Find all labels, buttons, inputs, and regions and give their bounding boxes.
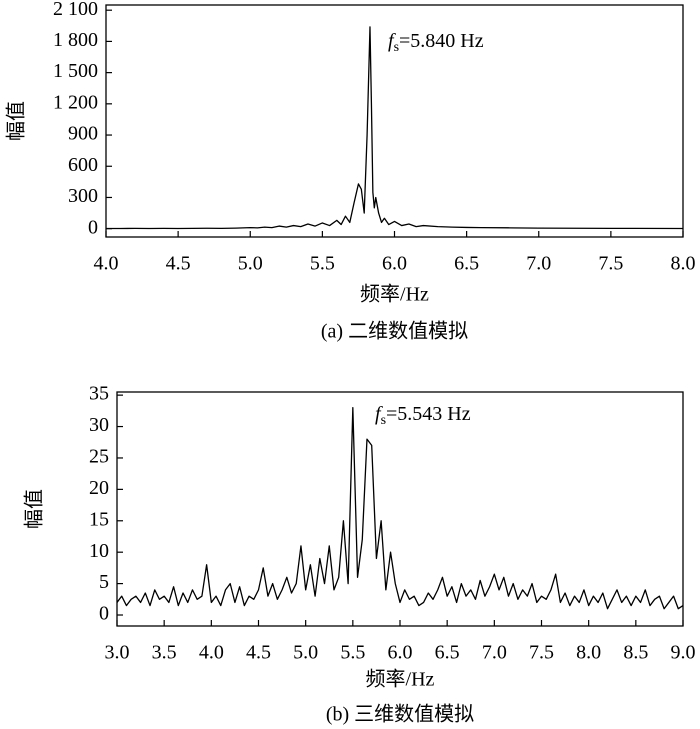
y-tick-label: 900 (68, 123, 98, 145)
annotation-symbol: f (388, 30, 396, 52)
x-tick-label: 6.5 (435, 642, 460, 664)
annotation-subscript: s (381, 413, 386, 428)
x-tick-label: 8.0 (576, 642, 601, 664)
annotation-symbol: f (375, 403, 383, 425)
annotation-subscript: s (394, 40, 399, 55)
x-tick-label: 8.5 (623, 642, 648, 664)
annotation-text: =5.840 Hz (399, 30, 484, 52)
x-tick-label: 3.0 (105, 642, 130, 664)
y-tick-label: 10 (89, 540, 109, 562)
x-tick-label: 4.5 (246, 642, 271, 664)
x-tick-label: 7.0 (526, 253, 551, 275)
annotation: fs=5.840 Hz (388, 30, 484, 56)
caption: (a) 二维数值模拟 (321, 320, 468, 343)
x-axis-label: 频率/Hz (360, 283, 429, 306)
y-tick-label: 0 (88, 216, 98, 238)
x-tick-label: 8.0 (671, 253, 696, 275)
x-tick-label: 5.5 (310, 253, 335, 275)
spectrum-line (116, 407, 684, 610)
x-tick-label: 7.5 (529, 642, 554, 664)
x-axis-label: 频率/Hz (366, 668, 435, 691)
y-tick-label: 25 (89, 446, 109, 468)
y-tick-label: 30 (89, 414, 109, 436)
caption: (b) 三维数值模拟 (326, 703, 474, 726)
y-tick-label: 20 (89, 477, 109, 499)
annotation: fs=5.543 Hz (375, 403, 471, 429)
y-tick-label: 5 (99, 571, 109, 593)
y-tick-label: 1 500 (53, 60, 98, 82)
y-tick-label: 1 200 (53, 91, 98, 113)
y-tick-label: 15 (89, 508, 109, 530)
x-tick-label: 6.0 (382, 253, 407, 275)
x-tick-label: 6.0 (388, 642, 413, 664)
x-tick-label: 9.0 (671, 642, 696, 664)
x-tick-label: 7.0 (482, 642, 507, 664)
x-tick-label: 4.0 (199, 642, 224, 664)
y-tick-label: 0 (99, 603, 109, 625)
x-tick-label: 6.5 (454, 253, 479, 275)
x-tick-label: 5.0 (238, 253, 263, 275)
x-tick-label: 4.0 (94, 253, 119, 275)
y-tick-label: 300 (68, 185, 98, 207)
x-tick-label: 3.5 (152, 642, 177, 664)
y-axis-label: 幅值 (5, 101, 28, 141)
x-tick-label: 7.5 (598, 253, 623, 275)
x-tick-label: 5.0 (293, 642, 318, 664)
y-tick-label: 35 (89, 383, 109, 405)
y-axis-label: 幅值 (23, 489, 46, 529)
spectrum-line (106, 26, 684, 230)
x-tick-label: 5.5 (340, 642, 365, 664)
x-tick-label: 4.5 (166, 253, 191, 275)
y-tick-label: 2 100 (53, 0, 98, 20)
y-tick-label: 1 800 (53, 29, 98, 51)
y-tick-label: 600 (68, 154, 98, 176)
annotation-text: =5.543 Hz (386, 403, 471, 425)
plot-frame (116, 391, 684, 627)
